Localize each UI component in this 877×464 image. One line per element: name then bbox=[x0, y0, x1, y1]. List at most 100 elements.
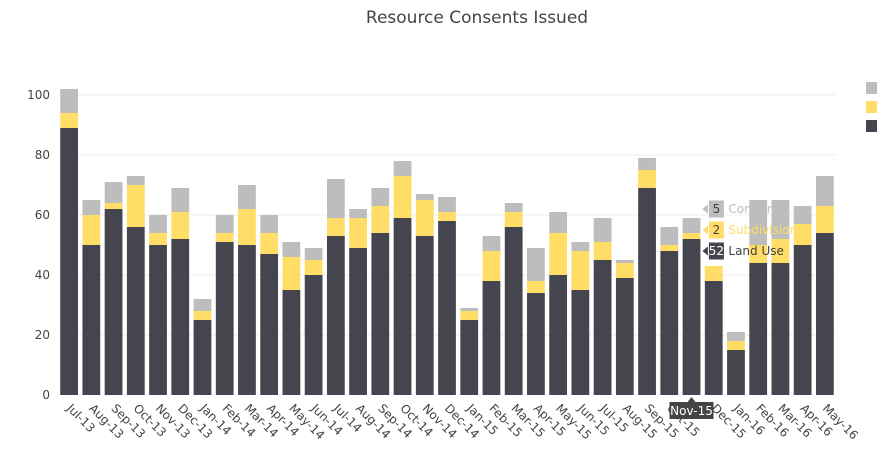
bar-subdivision-aug-14 bbox=[349, 218, 367, 248]
hover-pointer-land-use bbox=[702, 246, 709, 256]
y-tick-label-100: 100 bbox=[27, 88, 50, 102]
bar-land-use-apr-16 bbox=[793, 245, 812, 395]
bar-subdivision-jul-14 bbox=[326, 218, 345, 236]
bar-land-use-jul-13 bbox=[60, 128, 79, 395]
y-axis: 0 20 40 60 80 100 bbox=[27, 88, 50, 402]
bar-combined-oct-15 bbox=[660, 227, 679, 245]
bar-land-use-apr-15 bbox=[527, 293, 545, 395]
bar-land-use-sep-15 bbox=[638, 188, 656, 395]
bar-subdivision-oct-14 bbox=[393, 176, 412, 218]
bar-combined-jul-13 bbox=[60, 89, 79, 113]
bars bbox=[60, 89, 834, 395]
bar-land-use-feb-16 bbox=[749, 263, 768, 395]
bar-land-use-nov-15 bbox=[682, 239, 701, 395]
bar-combined-aug-15 bbox=[615, 260, 634, 263]
bar-combined-feb-14 bbox=[215, 215, 234, 233]
bar-combined-sep-13 bbox=[104, 182, 123, 203]
bar-combined-aug-14 bbox=[349, 209, 367, 218]
bar-combined-may-14 bbox=[282, 242, 301, 257]
bar-subdivision-feb-15 bbox=[482, 251, 501, 281]
bar-combined-apr-15 bbox=[527, 248, 545, 281]
bar-subdivision-may-14 bbox=[282, 257, 301, 290]
bar-land-use-oct-13 bbox=[126, 227, 145, 395]
hover-value-subdivision: 2 bbox=[713, 223, 721, 237]
bar-land-use-aug-14 bbox=[349, 248, 367, 395]
bar-land-use-feb-15 bbox=[482, 281, 501, 395]
bar-land-use-oct-14 bbox=[393, 218, 412, 395]
bar-subdivision-jun-14 bbox=[304, 260, 323, 275]
hover-series-land-use: Land Use bbox=[728, 244, 784, 258]
hover-pointer-combined bbox=[702, 204, 709, 214]
bar-land-use-jan-14 bbox=[193, 320, 212, 395]
bar-land-use-jul-14 bbox=[326, 236, 345, 395]
bar-subdivision-oct-15 bbox=[660, 245, 679, 251]
bar-subdivision-may-15 bbox=[549, 233, 568, 275]
bar-land-use-may-14 bbox=[282, 290, 301, 395]
bar-subdivision-apr-14 bbox=[260, 233, 279, 254]
bar-combined-nov-14 bbox=[415, 194, 434, 200]
bar-subdivision-sep-15 bbox=[638, 170, 656, 188]
bar-combined-mar-15 bbox=[504, 203, 523, 212]
bar-subdivision-apr-15 bbox=[527, 281, 545, 293]
hover-value-box-land-use bbox=[707, 241, 725, 261]
legend bbox=[866, 82, 877, 132]
bar-land-use-sep-13 bbox=[104, 209, 123, 395]
bar-combined-sep-15 bbox=[638, 158, 656, 170]
bar-combined-oct-14 bbox=[393, 161, 412, 176]
bar-subdivision-dec-14 bbox=[438, 212, 456, 221]
bar-subdivision-oct-13 bbox=[126, 185, 145, 227]
bar-subdivision-mar-15 bbox=[504, 212, 523, 227]
bar-subdivision-mar-14 bbox=[238, 209, 256, 245]
bar-combined-nov-15 bbox=[682, 218, 701, 233]
legend-swatch-combined bbox=[866, 82, 877, 94]
bar-land-use-dec-13 bbox=[171, 239, 190, 395]
hover-x-label: Nov-15 bbox=[670, 404, 713, 418]
bar-subdivision-jul-15 bbox=[593, 242, 612, 260]
bar-land-use-mar-16 bbox=[771, 263, 790, 395]
hover-value-box-combined bbox=[707, 199, 725, 219]
bar-combined-sep-14 bbox=[371, 188, 390, 206]
bar-subdivision-nov-15 bbox=[682, 233, 701, 239]
bar-combined-apr-14 bbox=[260, 215, 279, 233]
bar-subdivision-feb-16 bbox=[749, 245, 768, 263]
bar-land-use-dec-15 bbox=[704, 281, 723, 395]
bar-subdivision-jan-16 bbox=[727, 341, 745, 350]
bar-subdivision-dec-15 bbox=[704, 266, 723, 281]
bar-subdivision-jan-15 bbox=[460, 311, 479, 320]
bar-combined-feb-15 bbox=[482, 236, 501, 251]
bar-land-use-feb-14 bbox=[215, 242, 234, 395]
legend-swatch-land-use bbox=[866, 120, 877, 132]
bar-combined-jan-15 bbox=[460, 308, 479, 311]
bar-subdivision-nov-14 bbox=[415, 200, 434, 236]
bar-land-use-oct-15 bbox=[660, 251, 679, 395]
hover-series-subdivision: Subdivision bbox=[728, 223, 797, 237]
bar-land-use-aug-15 bbox=[615, 278, 634, 395]
bar-combined-nov-13 bbox=[149, 215, 167, 233]
bar-combined-jul-15 bbox=[593, 218, 612, 242]
bar-land-use-jan-15 bbox=[460, 320, 479, 395]
chart-title: Resource Consents Issued bbox=[366, 8, 588, 28]
bar-combined-jan-14 bbox=[193, 299, 212, 311]
bar-subdivision-sep-14 bbox=[371, 206, 390, 233]
bar-subdivision-jun-15 bbox=[571, 251, 590, 290]
bar-subdivision-sep-13 bbox=[104, 203, 123, 209]
hover-value-land-use: 52 bbox=[709, 244, 724, 258]
y-tick-label-60: 60 bbox=[35, 208, 50, 222]
bar-combined-jun-14 bbox=[304, 248, 323, 260]
bar-combined-jun-15 bbox=[571, 242, 590, 251]
bar-subdivision-mar-16 bbox=[771, 239, 790, 263]
bar-combined-mar-14 bbox=[238, 185, 256, 209]
hover-value-combined: 5 bbox=[713, 202, 721, 216]
bar-land-use-may-15 bbox=[549, 275, 568, 395]
hover-x-label-pointer bbox=[687, 397, 696, 402]
legend-swatch-subdivision bbox=[866, 101, 877, 113]
bar-combined-jan-16 bbox=[727, 332, 745, 341]
bar-subdivision-aug-15 bbox=[615, 263, 634, 278]
bar-subdivision-apr-16 bbox=[793, 224, 812, 245]
bar-combined-dec-14 bbox=[438, 197, 456, 212]
hover-series-combined: Combined bbox=[728, 202, 789, 216]
hover-pointer-subdivision bbox=[702, 225, 709, 235]
bar-land-use-nov-13 bbox=[149, 245, 167, 395]
bar-land-use-aug-13 bbox=[82, 245, 101, 395]
